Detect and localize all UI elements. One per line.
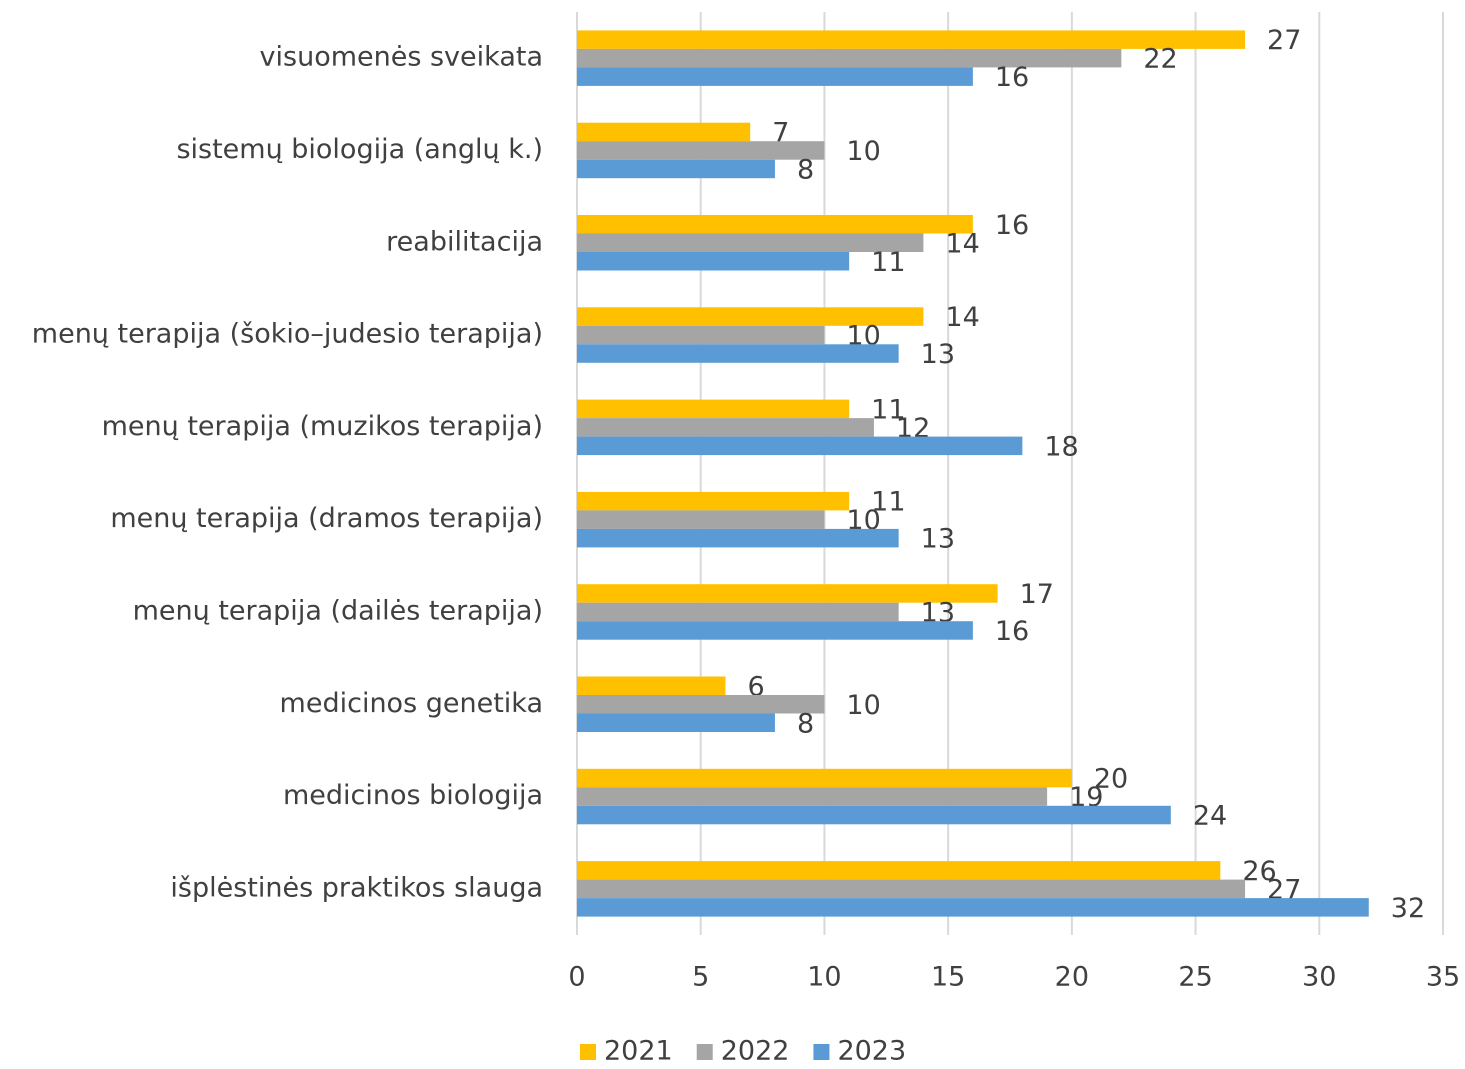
bar <box>577 621 973 640</box>
data-label: 8 <box>797 708 814 739</box>
data-label: 32 <box>1391 893 1425 924</box>
x-tick-label: 20 <box>1055 962 1089 993</box>
data-label: 8 <box>797 154 814 185</box>
data-label: 18 <box>1044 431 1078 462</box>
x-tick-label: 30 <box>1302 962 1336 993</box>
bar <box>577 805 1171 825</box>
data-label: 17 <box>1020 579 1054 610</box>
legend-label: 2022 <box>721 1036 790 1066</box>
bar <box>577 584 998 603</box>
bar <box>577 233 924 252</box>
x-tick-label: 0 <box>568 962 585 993</box>
y-tick-label: sistemų biologija (anglų k.) <box>176 134 543 165</box>
y-tick-label: išplėstinės praktikos slauga <box>170 872 543 903</box>
data-label: 10 <box>846 690 880 721</box>
data-label: 14 <box>945 228 979 259</box>
data-label: 6 <box>747 671 764 702</box>
bar <box>577 436 1023 456</box>
data-label: 24 <box>1193 801 1227 832</box>
bar <box>577 879 1246 899</box>
y-tick-label: menų terapija (muzikos terapija) <box>102 411 543 442</box>
data-label: 27 <box>1267 25 1301 56</box>
legend-swatch <box>813 1044 830 1060</box>
x-tick-label: 10 <box>807 962 841 993</box>
data-label: 11 <box>871 247 905 278</box>
data-label: 16 <box>995 616 1029 647</box>
bar <box>577 67 973 86</box>
legend-label: 2023 <box>837 1036 906 1066</box>
bar <box>577 676 726 695</box>
bar <box>577 399 850 419</box>
bar <box>577 510 825 529</box>
bar <box>577 898 1369 917</box>
bar <box>577 713 775 732</box>
bar <box>577 141 825 160</box>
bar <box>577 307 924 326</box>
legend-swatch <box>580 1044 596 1060</box>
data-label: 26 <box>1242 856 1276 887</box>
legend-swatch <box>696 1044 713 1060</box>
data-label: 11 <box>871 394 905 425</box>
data-label: 16 <box>995 62 1029 93</box>
data-label: 20 <box>1094 764 1128 795</box>
y-tick-label: medicinos genetika <box>280 688 543 719</box>
x-tick-label: 15 <box>931 962 965 993</box>
bar <box>577 861 1221 880</box>
data-label: 7 <box>772 117 789 148</box>
x-tick-label: 35 <box>1426 962 1460 993</box>
bar <box>577 491 850 511</box>
x-tick-label: 5 <box>692 962 709 993</box>
data-label: 14 <box>945 302 979 333</box>
data-label: 13 <box>921 524 955 555</box>
bar <box>577 602 899 622</box>
data-label: 22 <box>1143 44 1177 75</box>
legend-label: 2021 <box>604 1036 673 1066</box>
y-tick-label: reabilitacija <box>386 226 543 257</box>
bar <box>577 768 1072 788</box>
bar <box>577 325 825 345</box>
bar <box>577 418 874 437</box>
bar <box>577 48 1122 68</box>
y-tick-label: menų terapija (dramos terapija) <box>110 503 543 534</box>
data-label: 16 <box>995 210 1029 241</box>
data-label: 11 <box>871 487 905 518</box>
bar <box>577 528 899 548</box>
data-label: 13 <box>921 339 955 370</box>
y-tick-label: menų terapija (dailės terapija) <box>133 595 543 626</box>
data-label: 10 <box>846 136 880 167</box>
bar <box>577 30 1246 49</box>
bar <box>577 159 775 179</box>
bar <box>577 787 1048 806</box>
y-tick-label: menų terapija (šokio–judesio terapija) <box>32 319 543 350</box>
bar <box>577 215 973 234</box>
y-tick-label: visuomenės sveikata <box>260 42 543 73</box>
bar <box>577 695 825 714</box>
x-tick-label: 25 <box>1178 962 1212 993</box>
y-tick-label: medicinos biologija <box>283 780 543 811</box>
bar <box>577 344 899 363</box>
bar <box>577 252 850 271</box>
bar <box>577 122 751 142</box>
